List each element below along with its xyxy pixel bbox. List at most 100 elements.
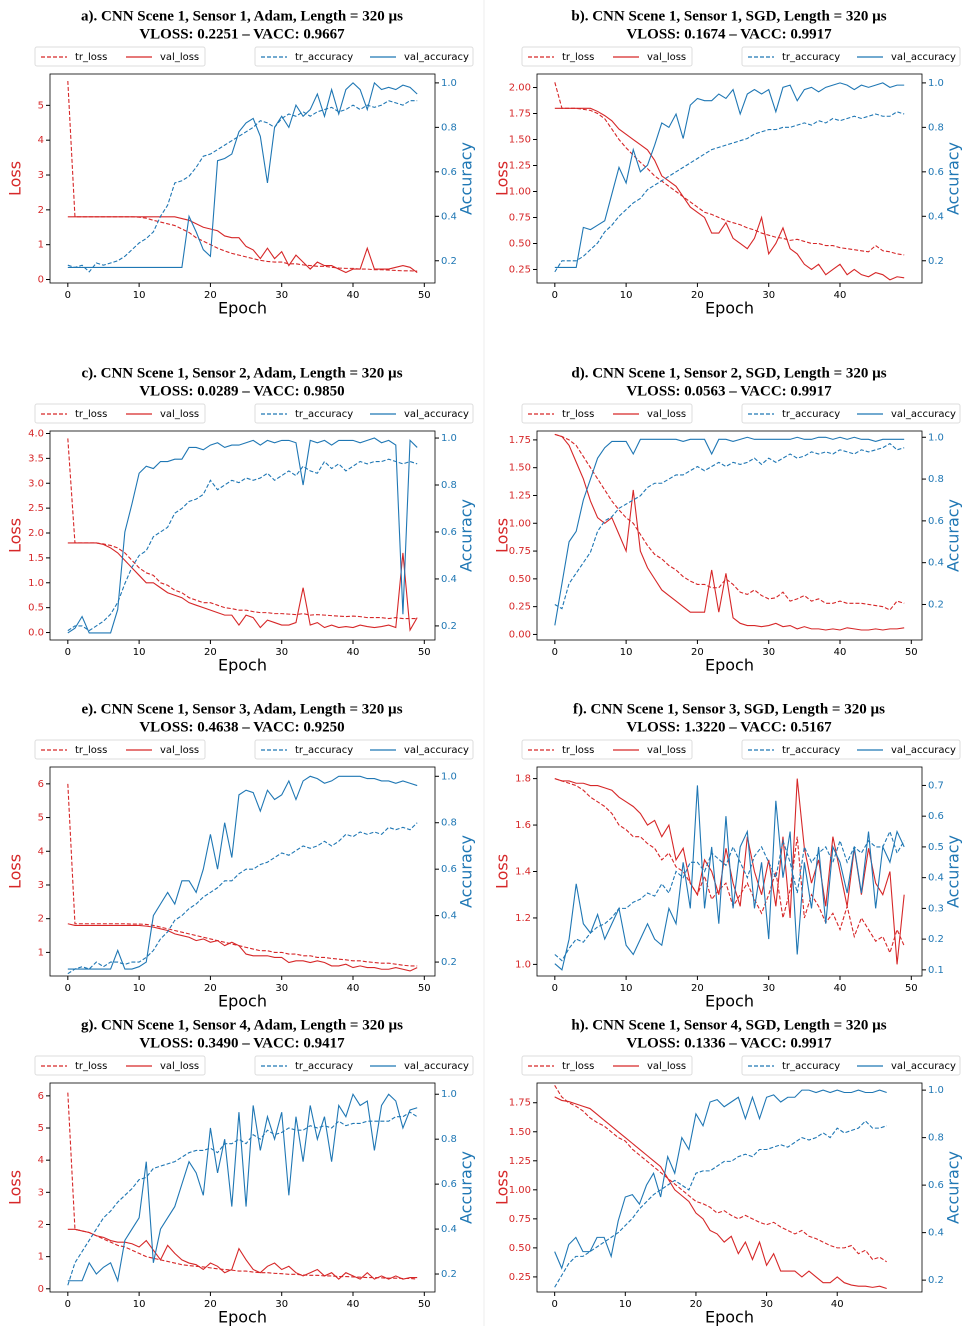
y-tick-label: 2.00 bbox=[509, 83, 531, 94]
legend-label: tr_accuracy bbox=[782, 52, 840, 63]
y2-tick-label: 0.8 bbox=[928, 122, 944, 133]
y2-axis-label: Accuracy bbox=[944, 142, 963, 215]
y2-tick-label: 0.4 bbox=[441, 211, 457, 222]
y2-tick-label: 0.4 bbox=[441, 574, 457, 585]
chart-title: a). CNN Scene 1, Sensor 1, Adam, Length … bbox=[81, 8, 403, 24]
y-tick-label: 3 bbox=[38, 170, 44, 181]
x-tick-label: 40 bbox=[347, 290, 360, 301]
series-line bbox=[67, 783, 418, 967]
y2-tick-label: 0.4 bbox=[928, 1228, 944, 1239]
legend-label: val_accuracy bbox=[891, 409, 956, 420]
plot-frame bbox=[49, 766, 436, 977]
y2-tick-label: 0.2 bbox=[928, 1275, 944, 1286]
x-tick-label: 20 bbox=[691, 290, 704, 301]
x-tick-label: 40 bbox=[347, 647, 360, 658]
series-line bbox=[554, 433, 905, 611]
x-tick-label: 50 bbox=[905, 983, 918, 994]
y-tick-label: 0.75 bbox=[509, 212, 531, 223]
y-tick-label: 4 bbox=[38, 135, 44, 146]
x-tick-label: 20 bbox=[204, 647, 217, 658]
legend-label: val_accuracy bbox=[891, 745, 956, 756]
series-line bbox=[554, 1096, 887, 1290]
y2-axis-label: Accuracy bbox=[944, 835, 963, 908]
chart-subtitle: VLOSS: 0.0289 – VACC: 0.9850 bbox=[139, 383, 344, 399]
y2-tick-label: 0.6 bbox=[928, 811, 944, 822]
legend-box bbox=[254, 46, 474, 67]
legend-label: val_loss bbox=[647, 1061, 686, 1072]
legend-label: tr_loss bbox=[75, 1061, 107, 1072]
y-tick-label: 1.50 bbox=[509, 135, 531, 146]
x-tick-label: 10 bbox=[619, 1299, 632, 1310]
subplot: f). CNN Scene 1, Sensor 3, SGD, Length =… bbox=[493, 701, 963, 1010]
chart-subtitle: VLOSS: 0.3490 – VACC: 0.9417 bbox=[139, 1035, 345, 1051]
y2-axis-label: Accuracy bbox=[944, 1151, 963, 1224]
x-tick-label: 50 bbox=[418, 647, 431, 658]
legend-label: tr_accuracy bbox=[782, 745, 840, 756]
legend-box bbox=[34, 739, 206, 760]
y-tick-label: 5 bbox=[38, 813, 44, 824]
y-tick-label: 1.00 bbox=[509, 518, 531, 529]
plot-frame bbox=[49, 1082, 436, 1293]
y-tick-label: 1.4 bbox=[515, 867, 531, 878]
y2-tick-label: 1.0 bbox=[928, 432, 944, 443]
y-axis-label: Loss bbox=[493, 161, 512, 196]
series-line bbox=[554, 433, 905, 631]
y-tick-label: 0.0 bbox=[28, 628, 44, 639]
y2-axis-label: Accuracy bbox=[457, 835, 476, 908]
legend-label: val_accuracy bbox=[404, 1061, 469, 1072]
y-tick-label: 0.5 bbox=[28, 603, 44, 614]
x-tick-label: 0 bbox=[65, 647, 71, 658]
series-line bbox=[554, 1089, 887, 1270]
y2-axis-label: Accuracy bbox=[457, 499, 476, 572]
x-tick-label: 50 bbox=[418, 290, 431, 301]
y2-tick-label: 0.4 bbox=[928, 558, 944, 569]
y2-axis-label: Accuracy bbox=[457, 142, 476, 215]
y-tick-label: 1.0 bbox=[28, 578, 44, 589]
legend-box bbox=[741, 403, 961, 424]
y2-tick-label: 0.5 bbox=[928, 842, 944, 853]
legend-box bbox=[741, 1055, 961, 1076]
legend-box bbox=[741, 739, 961, 760]
y-tick-label: 1 bbox=[38, 1252, 44, 1263]
y2-tick-label: 0.8 bbox=[928, 474, 944, 485]
y-tick-label: 2.0 bbox=[28, 528, 44, 539]
y2-tick-label: 0.2 bbox=[928, 599, 944, 610]
legend-label: val_accuracy bbox=[404, 745, 469, 756]
series-line bbox=[554, 830, 905, 962]
x-tick-label: 20 bbox=[204, 983, 217, 994]
x-tick-label: 20 bbox=[691, 983, 704, 994]
y2-tick-label: 0.4 bbox=[928, 873, 944, 884]
y-axis-label: Loss bbox=[493, 518, 512, 553]
y-tick-label: 2.5 bbox=[28, 503, 44, 514]
y-tick-label: 0.50 bbox=[509, 1243, 531, 1254]
y2-tick-label: 0.6 bbox=[928, 516, 944, 527]
y-tick-label: 3 bbox=[38, 1187, 44, 1198]
x-tick-label: 10 bbox=[133, 983, 146, 994]
y2-tick-label: 1.0 bbox=[441, 1089, 457, 1100]
y-tick-label: 1.75 bbox=[509, 109, 531, 120]
legend-box bbox=[741, 46, 961, 67]
y2-tick-label: 0.2 bbox=[441, 256, 457, 267]
series-line bbox=[554, 111, 905, 273]
y2-tick-label: 1.0 bbox=[928, 78, 944, 89]
y-tick-label: 0.75 bbox=[509, 546, 531, 557]
subplot: g). CNN Scene 1, Sensor 4, Adam, Length … bbox=[6, 1017, 476, 1326]
legend-label: val_loss bbox=[647, 52, 686, 63]
plot-frame bbox=[49, 430, 436, 641]
chart-subtitle: VLOSS: 1.3220 – VACC: 0.5167 bbox=[626, 719, 832, 735]
legend-label: tr_accuracy bbox=[782, 409, 840, 420]
x-axis-label: Epoch bbox=[218, 992, 267, 1011]
series-line bbox=[67, 81, 418, 268]
series-line bbox=[67, 1092, 418, 1283]
subplot: c). CNN Scene 1, Sensor 2, Adam, Length … bbox=[6, 365, 476, 674]
x-tick-label: 30 bbox=[275, 1299, 288, 1310]
y-tick-label: 6 bbox=[38, 779, 44, 790]
plot-frame bbox=[49, 73, 436, 284]
x-tick-label: 40 bbox=[831, 1299, 844, 1310]
chart-subtitle: VLOSS: 0.1674 – VACC: 0.9917 bbox=[626, 26, 832, 42]
subplot: e). CNN Scene 1, Sensor 3, Adam, Length … bbox=[6, 701, 476, 1010]
x-tick-label: 10 bbox=[133, 290, 146, 301]
y-tick-label: 1.00 bbox=[509, 186, 531, 197]
y-tick-label: 1.25 bbox=[509, 161, 531, 172]
legend-label: tr_accuracy bbox=[295, 409, 353, 420]
